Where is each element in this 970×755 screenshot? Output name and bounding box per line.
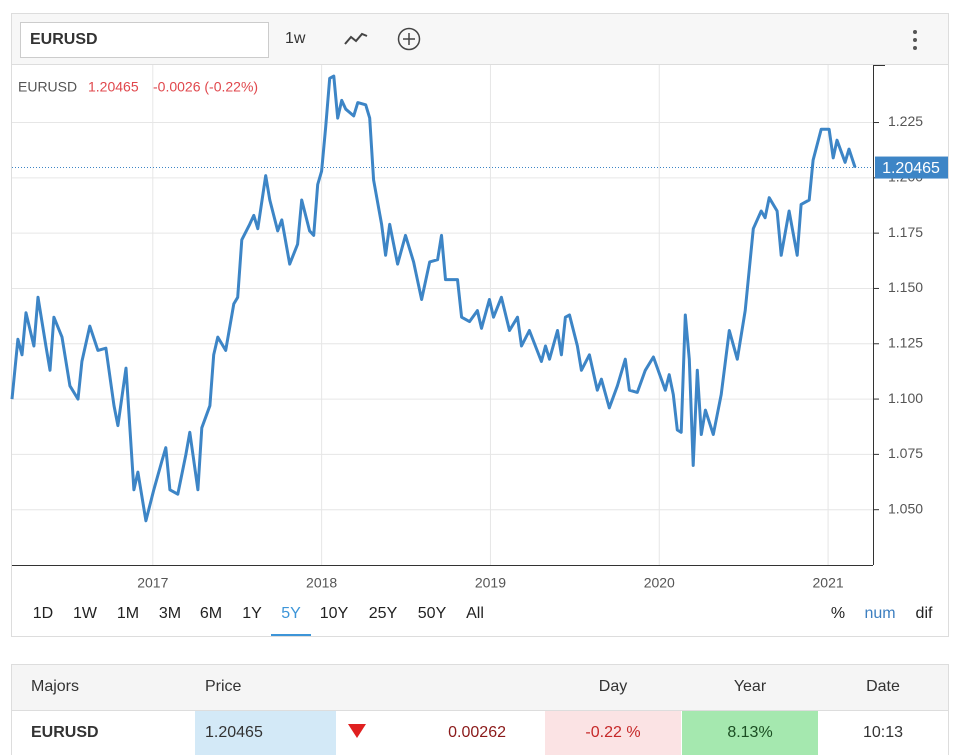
y-tick-label: 1.150 — [888, 279, 923, 295]
legend-price: 1.20465 — [88, 79, 139, 95]
row-day: -0.22 % — [585, 724, 640, 741]
y-tick-label: 1.125 — [888, 334, 923, 350]
range-button[interactable]: 1M — [117, 605, 139, 622]
row-price: 1.20465 — [205, 724, 263, 741]
legend-change: -0.0026 (-0.22%) — [153, 79, 258, 95]
y-tick-label: 1.175 — [888, 224, 923, 240]
x-tick-label: 2021 — [813, 575, 844, 591]
range-button[interactable]: 6M — [200, 605, 222, 622]
symbol-text: EURUSD — [30, 31, 98, 48]
symbol-input[interactable] — [20, 22, 269, 58]
mode-button[interactable]: num — [864, 605, 895, 622]
price-cell — [195, 711, 336, 755]
grid — [12, 65, 873, 565]
header-price: Price — [205, 678, 242, 695]
add-icon-cross — [403, 33, 415, 45]
range-button[interactable]: 3M — [159, 605, 181, 622]
last-price-label: 1.20465 — [882, 160, 940, 177]
menu-icon[interactable] — [913, 30, 917, 50]
chart-type-icon[interactable] — [344, 32, 368, 45]
y-tick-label: 1.075 — [888, 445, 923, 461]
range-button[interactable]: 1W — [73, 605, 98, 622]
range-button[interactable]: 25Y — [369, 605, 398, 622]
range-button[interactable]: 1Y — [242, 605, 262, 622]
x-tick-label: 2017 — [137, 575, 168, 591]
row-change: 0.00262 — [448, 724, 506, 741]
header-day: Day — [599, 678, 627, 695]
range-underline — [271, 634, 311, 636]
header-majors: Majors — [31, 678, 79, 695]
y-tick-label: 1.100 — [888, 390, 923, 406]
price-line — [10, 74, 857, 523]
row-name[interactable]: EURUSD — [31, 724, 99, 741]
mode-button[interactable]: % — [831, 605, 845, 622]
mode-buttons: % num dif — [831, 605, 933, 622]
range-buttons: 1D 1W 1M 3M 6M 1Y 5Y 10Y 25Y 50Y All — [33, 605, 484, 636]
range-button[interactable]: 1D — [33, 605, 53, 622]
table-header — [12, 665, 948, 710]
y-tick-label: 1.225 — [888, 113, 923, 129]
row-time: 10:13 — [863, 724, 903, 741]
mode-button[interactable]: dif — [916, 605, 933, 622]
plot — [10, 74, 873, 523]
row-year: 8.13% — [727, 724, 772, 741]
last-price-box — [875, 156, 948, 179]
x-tick-label: 2019 — [475, 575, 506, 591]
range-button[interactable]: 5Y — [281, 605, 301, 622]
header-date: Date — [866, 678, 900, 695]
range-button[interactable]: 50Y — [418, 605, 447, 622]
interval[interactable]: 1w — [285, 30, 306, 47]
year-cell — [682, 711, 818, 755]
direction-arrow — [348, 724, 366, 738]
day-cell — [545, 711, 681, 755]
range-button[interactable]: 10Y — [320, 605, 349, 622]
x-tick-label: 2020 — [644, 575, 675, 591]
add-icon[interactable] — [397, 27, 421, 51]
x-tick-label: 2018 — [306, 575, 337, 591]
range-button[interactable]: All — [466, 605, 484, 622]
header-year: Year — [734, 678, 767, 695]
y-tick-label: 1.050 — [888, 500, 923, 516]
legend-symbol: EURUSD — [18, 79, 77, 95]
